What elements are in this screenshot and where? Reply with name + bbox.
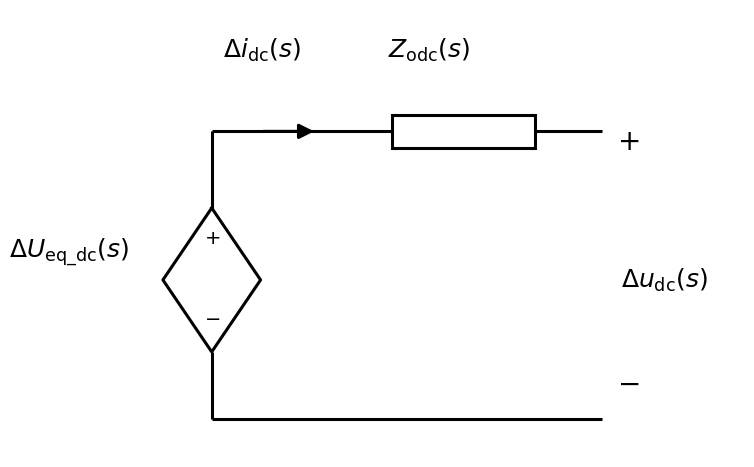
Text: $+$: $+$ — [204, 230, 220, 248]
Text: $-$: $-$ — [204, 309, 220, 327]
Text: $\Delta U_{\mathrm{eq\_dc}}(s)$: $\Delta U_{\mathrm{eq\_dc}}(s)$ — [9, 236, 129, 268]
Text: $+$: $+$ — [618, 129, 640, 156]
Text: $\Delta i_{\mathrm{dc}}(s)$: $\Delta i_{\mathrm{dc}}(s)$ — [223, 36, 301, 64]
Text: $-$: $-$ — [618, 371, 640, 398]
Bar — [392, 115, 535, 148]
Text: $\Delta u_{\mathrm{dc}}(s)$: $\Delta u_{\mathrm{dc}}(s)$ — [621, 266, 708, 294]
Text: $Z_{\mathrm{odc}}(s)$: $Z_{\mathrm{odc}}(s)$ — [388, 36, 470, 64]
